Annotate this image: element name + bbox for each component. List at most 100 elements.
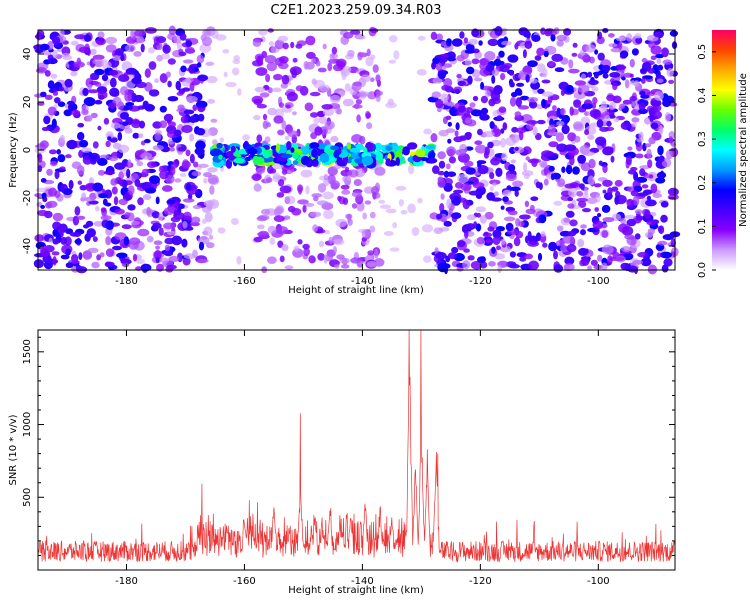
spectrogram-cell: [447, 138, 452, 144]
signal-band-cell: [330, 145, 340, 151]
spectrogram-cell: [370, 28, 379, 34]
spectrogram-cell: [486, 192, 496, 201]
spectrogram-cell: [144, 104, 155, 112]
spectrogram-cell: [103, 170, 115, 175]
spectrogram-cell: [306, 51, 316, 60]
spectrogram-cell: [121, 224, 132, 230]
spectrogram-cell: [660, 251, 672, 259]
spectrogram-cell: [155, 196, 160, 205]
spectrogram-cell: [637, 251, 648, 258]
spectrogram-cell: [54, 97, 61, 104]
spectrogram-cell: [43, 51, 52, 56]
spectrogram-cell: [59, 166, 66, 171]
spectrogram-cell: [345, 213, 353, 220]
spectrogram-cell: [441, 84, 450, 91]
signal-band-cell: [309, 142, 320, 149]
spectrogram-cell: [167, 80, 172, 88]
spectrogram-cell: [329, 94, 341, 103]
spectrogram-cell: [65, 154, 72, 159]
spectrogram-cell: [159, 105, 167, 113]
spectrogram-cell: [435, 33, 443, 42]
spectrogram-cell: [484, 51, 496, 61]
spectrogram-cell: [251, 95, 264, 104]
spectrogram-cell: [584, 186, 589, 196]
spectrogram-cell: [473, 77, 483, 82]
spectrogram-cell: [210, 118, 218, 123]
spectrogram-cell: [88, 200, 99, 205]
spectrogram-cell: [121, 262, 130, 268]
spectrogram-cell: [648, 174, 654, 179]
spectrogram-cell: [662, 99, 672, 108]
spectrogram-cell: [540, 231, 546, 237]
spectrogram-cell: [118, 74, 130, 82]
spectrogram-cell: [492, 182, 497, 187]
spectrogram-cell: [627, 146, 633, 151]
spectrogram-cell: [664, 112, 671, 122]
spectrogram-cell: [79, 139, 89, 148]
spectrogram-cell: [578, 247, 589, 256]
spectrogram-cell: [656, 171, 667, 179]
spectrogram-cell: [117, 144, 130, 154]
spectrogram-cell: [577, 84, 590, 94]
spectrogram-cell: [494, 253, 506, 260]
spectrogram-cell: [618, 223, 629, 233]
spectrogram-cell: [274, 39, 285, 50]
spectrogram-cell: [36, 30, 45, 38]
snr-line: [37, 329, 676, 564]
spectrogram-cell: [652, 193, 662, 199]
spectrogram-cell: [475, 223, 482, 232]
spectrogram-cell: [207, 174, 219, 184]
spectrogram-cell: [293, 245, 300, 252]
spectrogram-cell: [256, 134, 263, 143]
spectrogram-cell: [477, 128, 483, 136]
spectrogram-cell: [281, 120, 287, 130]
spectrogram-cell: [135, 258, 145, 264]
spectrogram-cell: [535, 181, 541, 189]
spectrogram-cell: [318, 240, 325, 248]
signal-band-cell: [290, 147, 295, 153]
spectrogram-cell: [95, 206, 100, 212]
spectrogram-cell: [658, 225, 665, 234]
spectrogram-cell: [191, 171, 202, 177]
spectrogram-cell: [598, 160, 603, 166]
spectrogram-cell: [334, 264, 340, 269]
signal-band-cell: [253, 156, 265, 165]
spectrogram-cell: [74, 206, 81, 216]
spectrogram-cell: [400, 210, 408, 215]
spectrogram-cell: [565, 164, 573, 175]
spectrogram-cell: [200, 34, 207, 42]
spectrogram-cell: [514, 189, 519, 197]
spectrogram-cell: [417, 35, 426, 41]
spectrogram-cell: [114, 232, 127, 241]
signal-band-cell: [392, 145, 401, 150]
spectrogram-cell: [324, 230, 331, 235]
spectrogram-cell: [446, 38, 452, 46]
spectrogram-cell: [635, 37, 643, 44]
spectrogram-cell: [398, 199, 404, 207]
spectrogram-cell: [323, 173, 329, 181]
spectrogram-cell: [647, 68, 655, 74]
spectrogram-cell: [524, 40, 533, 49]
spectrogram-cell: [590, 259, 598, 266]
x-tick-label: -120: [469, 276, 492, 287]
spectrogram-cell: [478, 40, 483, 46]
spectrogram-cell: [219, 137, 224, 143]
spectrogram-cell: [104, 202, 112, 207]
snr-background: [38, 330, 675, 570]
spectrogram-cell: [627, 169, 637, 175]
spectrogram-cell: [83, 97, 96, 107]
spectrogram-cell: [584, 129, 590, 136]
spectrogram-cell: [124, 44, 136, 52]
spectrogram-cell: [52, 221, 62, 231]
spectrogram-cell: [437, 170, 445, 176]
spectrogram-cell: [451, 212, 462, 220]
y-tick-label: 20: [22, 96, 33, 109]
spectrogram-cell: [253, 236, 263, 243]
spectrogram-cell: [479, 256, 486, 261]
spectrogram-cell: [258, 230, 270, 239]
spectrogram-cell: [468, 190, 480, 196]
spectrogram-cell: [47, 106, 57, 116]
spectrogram-cell: [461, 225, 468, 233]
spectrogram-cell: [555, 132, 565, 142]
spectrogram-cell: [275, 205, 285, 215]
